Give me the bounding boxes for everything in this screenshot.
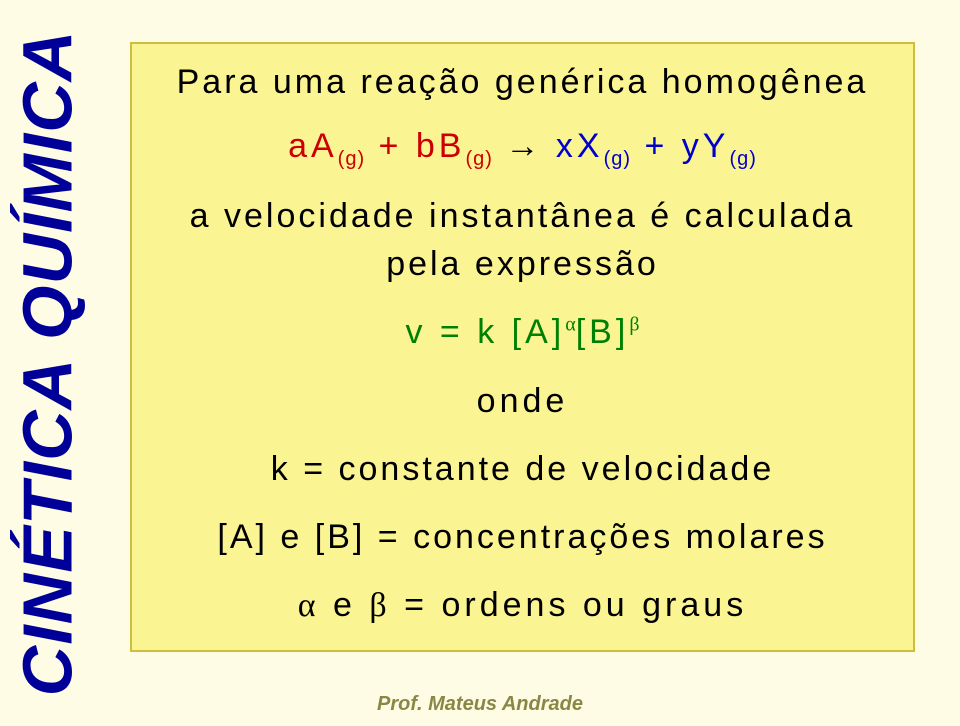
product-yY-sub: (g) xyxy=(729,148,756,170)
reagent-aA: aA xyxy=(288,127,338,165)
orders-rest: = ordens ou graus xyxy=(391,586,747,624)
beta-symbol: β xyxy=(369,587,390,624)
product-yY: yY xyxy=(682,127,730,165)
footer-author: Prof. Mateus Andrade xyxy=(0,693,960,716)
formula-beta: β xyxy=(629,314,639,336)
reagent-bB: bB xyxy=(416,127,466,165)
def-conc: [A] e [B] = concentrações molares xyxy=(162,515,883,559)
orders-mid: e xyxy=(320,586,370,624)
def-k: k = constante de velocidade xyxy=(162,447,883,491)
content-box: Para uma reação genérica homogênea aA(g)… xyxy=(130,42,915,652)
text-line-4: pela expressão xyxy=(162,242,883,286)
onde-label: onde xyxy=(162,379,883,423)
text-line-3: a velocidade instantânea é calculada xyxy=(162,194,883,238)
rate-formula: v = k [A]α[B]β xyxy=(162,310,883,354)
formula-v: v = k [A] xyxy=(405,313,565,351)
reagent-bB-sub: (g) xyxy=(465,148,492,170)
eq-plus-1: + xyxy=(365,127,416,165)
eq-plus-2: + xyxy=(631,127,682,165)
alpha-symbol: α xyxy=(298,587,320,624)
def-orders: α e β = ordens ou graus xyxy=(162,583,883,628)
formula-alpha: α xyxy=(565,314,575,336)
arrow-icon: → xyxy=(493,128,556,165)
vertical-title: CINÉTICA QUÍMICA xyxy=(8,30,88,697)
product-xX-sub: (g) xyxy=(604,148,631,170)
intro-line: Para uma reação genérica homogênea xyxy=(162,60,883,104)
formula-B: [B] xyxy=(576,313,630,351)
product-xX: xX xyxy=(556,127,604,165)
reagent-aA-sub: (g) xyxy=(338,148,365,170)
vertical-title-container: CINÉTICA QUÍMICA xyxy=(0,0,95,726)
reaction-equation: aA(g) + bB(g) → xX(g) + yY(g) xyxy=(162,124,883,172)
